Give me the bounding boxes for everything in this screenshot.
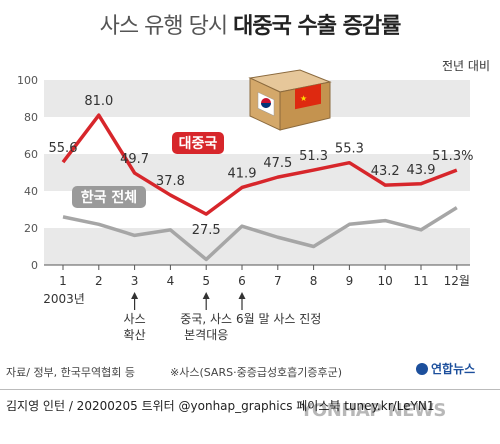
- chart-title: 사스 유행 당시 대중국 수출 증감률: [0, 8, 500, 40]
- event-annotation: 6월 말 사스 진정: [236, 292, 321, 326]
- series-china-line: [61, 113, 458, 216]
- x-tick-label: 2: [95, 274, 103, 288]
- footnote: ※사스(SARS·중증급성호흡기증후군): [170, 366, 343, 379]
- series-tag-box: [72, 186, 146, 208]
- data-label: 49.7: [120, 152, 149, 167]
- watermark: YONHAP NEWS: [300, 400, 446, 421]
- y-tick-label: 80: [24, 111, 38, 124]
- box-icon: ★: [248, 69, 332, 131]
- data-label: 43.9: [407, 163, 436, 178]
- title-bold: 대중국 수출 증감률: [233, 14, 401, 39]
- x-tick-label: 6: [238, 274, 246, 288]
- yonhap-logo: 연합뉴스: [416, 360, 475, 377]
- series-tag: 한국 전체: [72, 186, 146, 208]
- series-tag-label: 대중국: [179, 136, 218, 152]
- grid-band: [44, 228, 470, 265]
- x-tick-label: 8: [310, 274, 318, 288]
- x-tick-label: 9: [346, 274, 354, 288]
- x-tick-label: 12월: [444, 274, 470, 288]
- x-tick-label: 11: [413, 274, 428, 288]
- x-tick-label: 10: [378, 274, 393, 288]
- y-tick-label: 100: [17, 74, 38, 87]
- y-tick-label: 40: [24, 185, 38, 198]
- y-tick-label: 0: [31, 259, 38, 272]
- x-year-label: 2003년: [43, 292, 85, 306]
- title-light: 사스 유행 당시: [99, 14, 228, 39]
- x-tick-label: 7: [274, 274, 282, 288]
- logo-icon: [416, 363, 428, 375]
- annotation-text: 사스: [124, 312, 146, 326]
- svg-text:★: ★: [300, 94, 307, 103]
- data-label: 81.0: [84, 94, 113, 109]
- data-label: 51.3%: [432, 149, 473, 164]
- unit-label: 전년 대비: [442, 59, 490, 73]
- source-note: 자료/ 정부, 한국무역협회 등: [6, 366, 136, 379]
- data-label: 55.6: [49, 141, 78, 156]
- line-chart: 0 20 40 60 80 100 ★ 전년 대비 55.6 81.0 49.7 37.8 27.…: [17, 59, 490, 342]
- annotation-text: 6월 말 사스 진정: [236, 312, 321, 326]
- arrow-head: [131, 292, 139, 299]
- data-label: 27.5: [192, 223, 221, 238]
- data-label: 55.3: [335, 142, 364, 157]
- x-tick-label: 5: [202, 274, 210, 288]
- series-tag-box: [172, 132, 224, 154]
- logo-text: 연합뉴스: [431, 362, 476, 376]
- data-label: 47.5: [263, 156, 292, 171]
- y-tick-label: 60: [24, 148, 38, 161]
- arrow-head: [202, 292, 210, 299]
- series-korea-total-line: [62, 206, 458, 262]
- data-label: 43.2: [371, 164, 400, 179]
- annotation-text: 중국, 사스: [180, 312, 232, 326]
- data-label: 37.8: [156, 174, 185, 189]
- series-tag-label: 한국 전체: [81, 189, 137, 206]
- series-tag: 대중국: [172, 132, 224, 154]
- annotation-text: 본격대응: [184, 328, 228, 342]
- x-tick-label: 3: [131, 274, 139, 288]
- x-tick-label: 4: [167, 274, 175, 288]
- x-tick-label: 1: [59, 274, 67, 288]
- annotation-text: 확산: [124, 328, 146, 342]
- y-tick-label: 20: [24, 222, 38, 235]
- arrow-head: [238, 292, 246, 299]
- credit-line: 김지영 인턴 / 20200205 트위터 @yonhap_graphics 페…: [6, 399, 435, 413]
- data-label: 51.3: [299, 149, 328, 164]
- data-label: 41.9: [228, 166, 257, 181]
- divider: [0, 389, 500, 390]
